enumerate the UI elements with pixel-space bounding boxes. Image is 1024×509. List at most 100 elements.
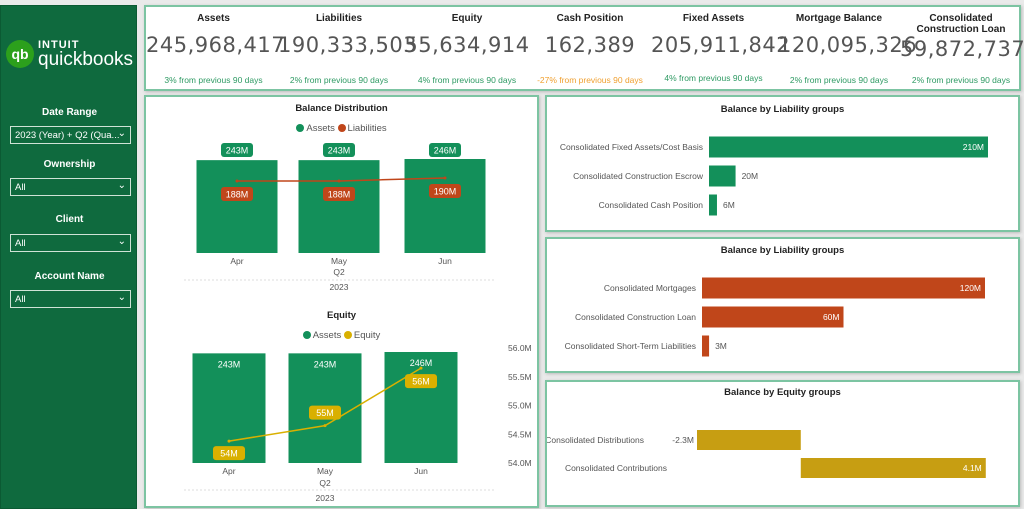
- kpi-liabilities: Liabilities 190,333,503 2% from previous 9…: [278, 7, 418, 85]
- data-label: 210M: [963, 142, 984, 152]
- kpi-title: Assets: [197, 13, 230, 24]
- category-label: Consolidated Fixed Assets/Cost Basis: [560, 142, 703, 152]
- data-label: 6M: [723, 200, 735, 210]
- y2-tick-label: 55.5M: [508, 372, 532, 382]
- category-label: Consolidated Short-Term Liabilities: [565, 341, 696, 351]
- data-label: 243M: [314, 359, 337, 369]
- chevron-down-icon: ⌄: [117, 236, 126, 247]
- group-label-quarter: Q2: [333, 267, 345, 277]
- legend-assets: Assets: [306, 123, 335, 134]
- hbar: [709, 136, 988, 158]
- filter-label-date-range: Date Range: [41, 107, 97, 118]
- kpi-fixed-assets: Fixed Assets 205,911,842 4% from previous …: [651, 7, 791, 83]
- kpi-change: 3% from previous 90 days: [164, 75, 263, 85]
- quickbooks-logo: qb INTUIT quickbooks: [6, 39, 133, 69]
- equity-point: [419, 366, 423, 370]
- hbar: [697, 430, 801, 450]
- y2-tick-label: 54.5M: [508, 429, 532, 439]
- legend-dot-icon: [302, 331, 311, 339]
- hbar-chart: Consolidated Distributions -2.3M Consolida…: [547, 430, 986, 478]
- legend-assets: Assets: [312, 330, 342, 341]
- dropdown-value: All: [15, 294, 26, 305]
- data-label: 120M: [960, 283, 981, 293]
- assets-bar: [298, 160, 380, 253]
- filter-label-ownership: Ownership: [43, 159, 96, 170]
- hbar: [702, 277, 985, 299]
- assets-bar: [384, 352, 458, 463]
- dropdown-value: 2023 (Year) + Q2 (Qua...: [15, 130, 120, 141]
- legend-dot-icon: [296, 124, 305, 132]
- hbar-chart: Consolidated Mortgages 120M Consolidated C…: [565, 277, 985, 357]
- assets-bar: [404, 159, 486, 253]
- liabilities-point: [443, 176, 447, 180]
- data-label-bg: [429, 184, 461, 198]
- data-label: 4.1M: [963, 463, 982, 473]
- left-charts-panel: Balance Distribution Assets Liabilities …: [144, 95, 539, 508]
- kpi-value: 59,872,737: [900, 37, 1024, 61]
- client-dropdown[interactable]: All ⌄: [10, 234, 131, 252]
- kpi-title: Mortgage Balance: [795, 13, 883, 24]
- equity-legend: Assets Equity: [146, 330, 537, 341]
- data-label-bg: [221, 187, 253, 201]
- data-label: 20M: [742, 171, 759, 181]
- kpi-value: 120,095,326: [778, 33, 918, 57]
- data-label-bg: [309, 405, 341, 420]
- kpi-title: Fixed Assets: [682, 13, 745, 24]
- data-label-bg: [323, 187, 355, 201]
- kpi-card-strip: Assets 245,968,417 3% from previous 90 day…: [144, 5, 1024, 91]
- y2-tick-label: 56.0M: [508, 343, 532, 353]
- kpi-value: 245,968,417: [146, 33, 286, 57]
- kpi-cash-position: Cash Position 162,389 -27% from previous 9…: [530, 7, 650, 85]
- chevron-down-icon: ⌄: [117, 128, 126, 139]
- kpi-change: 2% from previous 90 days: [289, 75, 389, 85]
- hbar: [709, 165, 736, 187]
- chart-title: Balance by Liability groups: [720, 245, 845, 256]
- qb-logo-icon: qb: [6, 40, 34, 68]
- kpi-change: 2% from previous 90 days: [911, 75, 1011, 85]
- kpi-value: 190,333,503: [278, 33, 418, 57]
- hbar: [702, 335, 710, 357]
- equity-point: [323, 424, 327, 428]
- account-name-dropdown[interactable]: All ⌄: [10, 290, 131, 308]
- data-label-bg: [221, 143, 253, 157]
- legend-dot-icon: [343, 331, 352, 339]
- kpi-change: -27% from previous 90 days: [537, 75, 643, 85]
- x-tick-label: Apr: [230, 256, 243, 266]
- category-label: Consolidated Construction Escrow: [573, 171, 704, 181]
- kpi-value: 162,389: [544, 33, 636, 57]
- date-range-dropdown[interactable]: 2023 (Year) + Q2 (Qua... ⌄: [10, 126, 131, 144]
- ownership-dropdown[interactable]: All ⌄: [10, 178, 131, 196]
- x-tick-label: Apr: [222, 466, 235, 476]
- sidebar: qb INTUIT quickbooks Date Range 2023 (Yea…: [0, 5, 137, 509]
- x-tick-label: May: [331, 256, 348, 266]
- category-label: Consolidated Contributions: [565, 463, 667, 473]
- chart-title: Balance by Equity groups: [724, 387, 841, 398]
- combo-charts-svg: 243M Apr 243M May 246M Jun 188M 188M 190M Q2 2023 2…: [184, 143, 532, 503]
- assets-bar: [192, 353, 266, 463]
- liability-groups-panel-1: Balance by Liability groups Consolidated…: [545, 95, 1020, 232]
- brand-line1: INTUIT: [38, 39, 80, 51]
- kpi-value: 205,911,842: [651, 33, 791, 57]
- data-label: 56M: [412, 377, 430, 387]
- balance-distribution-legend: Assets Liabilities: [146, 123, 537, 134]
- data-label-bg: [323, 143, 355, 157]
- data-label: 190M: [434, 187, 457, 197]
- data-label: 3M: [715, 341, 727, 351]
- data-label-bg: [405, 374, 437, 389]
- data-label: 246M: [434, 146, 457, 156]
- category-label: Consolidated Cash Position: [599, 200, 704, 210]
- hbar: [800, 458, 986, 478]
- hbar: [709, 194, 717, 216]
- hbar-chart: Consolidated Fixed Assets/Cost Basis 210M…: [560, 136, 988, 216]
- kpi-value: 55,634,914: [404, 33, 530, 57]
- data-label-bg: [429, 143, 461, 157]
- group-label-year: 2023: [316, 493, 335, 503]
- data-label: 243M: [218, 359, 241, 369]
- liabilities-point: [337, 179, 341, 183]
- kpi-equity: Equity 55,634,914 4% from previous 90 days: [404, 7, 530, 85]
- filter-label-account-name: Account Name: [34, 271, 105, 282]
- data-label: -2.3M: [672, 435, 694, 445]
- data-label: 55M: [316, 408, 334, 418]
- chevron-down-icon: ⌄: [117, 292, 126, 303]
- legend-equity: Equity: [353, 330, 381, 341]
